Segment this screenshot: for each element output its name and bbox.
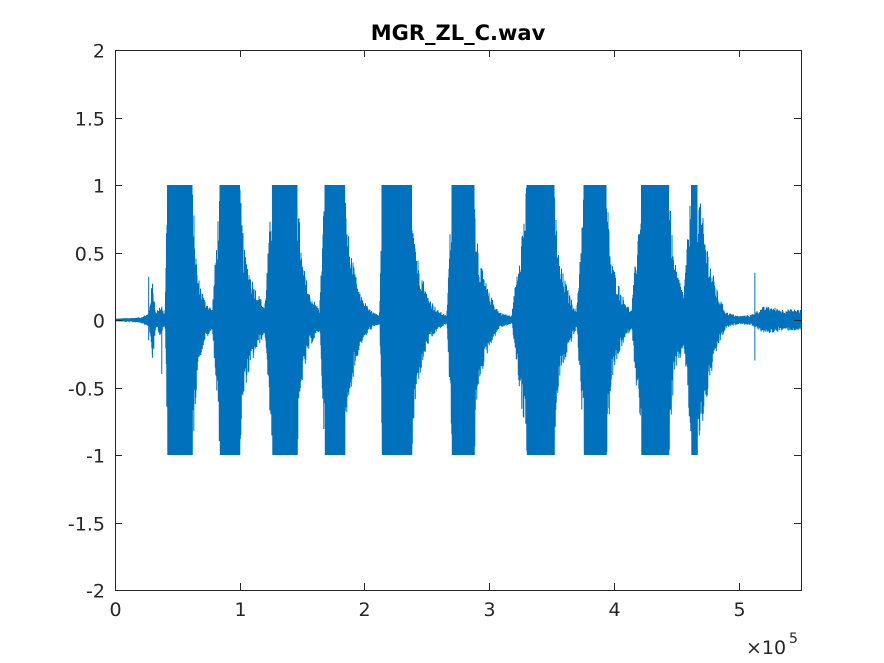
y-tick-label: -0.5 — [68, 379, 105, 401]
y-tick-label: 1.5 — [75, 109, 105, 131]
y-tick-label: -1.5 — [68, 514, 105, 536]
x-tick-label: 2 — [358, 599, 370, 621]
y-tick-label: 2 — [93, 41, 105, 63]
data-layer — [115, 184, 801, 456]
x-exponent-base: ×10 — [746, 637, 786, 659]
x-axis: 0 1 2 3 4 5 — [109, 50, 746, 621]
y-tick-label: 0 — [93, 311, 105, 333]
y-tick-label: 0.5 — [75, 244, 105, 266]
x-tick-label: 3 — [483, 599, 495, 621]
waveform-series-line — [115, 184, 801, 456]
x-exponent-power: 5 — [789, 631, 798, 647]
y-tick-label: -2 — [86, 581, 105, 603]
y-tick-label: 1 — [93, 176, 105, 198]
x-exponent-label: ×10 5 — [746, 631, 798, 659]
chart-title: MGR_ZL_C.wav — [371, 21, 546, 45]
x-tick-label: 0 — [109, 599, 121, 621]
x-tick-label: 4 — [608, 599, 620, 621]
y-tick-label: -1 — [86, 446, 105, 468]
y-axis: 2 1.5 1 0.5 0 -0.5 -1 -1.5 -2 — [68, 41, 801, 603]
x-tick-label: 1 — [234, 599, 246, 621]
x-tick-label: 5 — [733, 599, 745, 621]
